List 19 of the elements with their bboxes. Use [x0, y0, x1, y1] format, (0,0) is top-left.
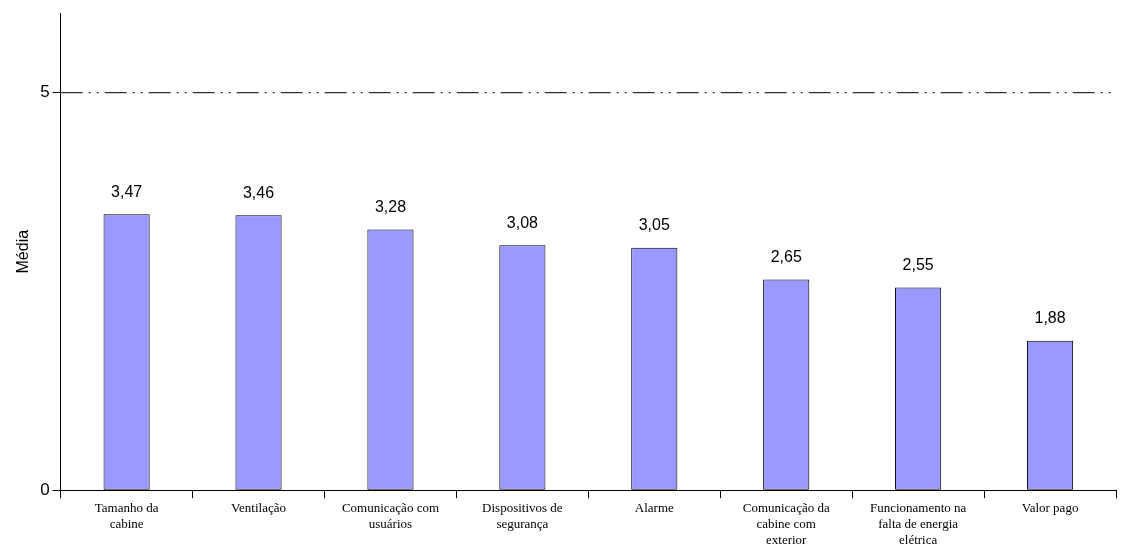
data-label: 1,88 — [1034, 309, 1066, 327]
x-tick-label: Funcionamento na falta de energia elétrica — [869, 500, 967, 547]
x-tick-label: Dispositivos de segurança — [482, 500, 563, 532]
x-tick-label: Tamanho da cabine — [94, 500, 159, 532]
y-axis-title: Média — [14, 229, 32, 274]
data-label: 3,05 — [638, 216, 670, 234]
data-label: 3,08 — [506, 213, 539, 231]
x-tick-label: Comunicação da cabine com exterior — [742, 500, 830, 547]
data-label: 3,46 — [242, 183, 275, 201]
x-tick-label: Alarme — [634, 500, 675, 516]
x-tick-label: Ventilação — [231, 500, 286, 516]
y-tick-label: 0 — [40, 479, 50, 499]
x-tick-label: Comunicação com usuários — [341, 500, 439, 532]
x-tick-label: Valor pago — [1021, 500, 1079, 516]
data-label: 2,55 — [902, 255, 934, 273]
data-label: 3,47 — [111, 182, 143, 200]
data-label: 2,65 — [770, 247, 802, 265]
data-label: 3,28 — [374, 197, 407, 215]
y-tick-label: 5 — [40, 82, 50, 102]
